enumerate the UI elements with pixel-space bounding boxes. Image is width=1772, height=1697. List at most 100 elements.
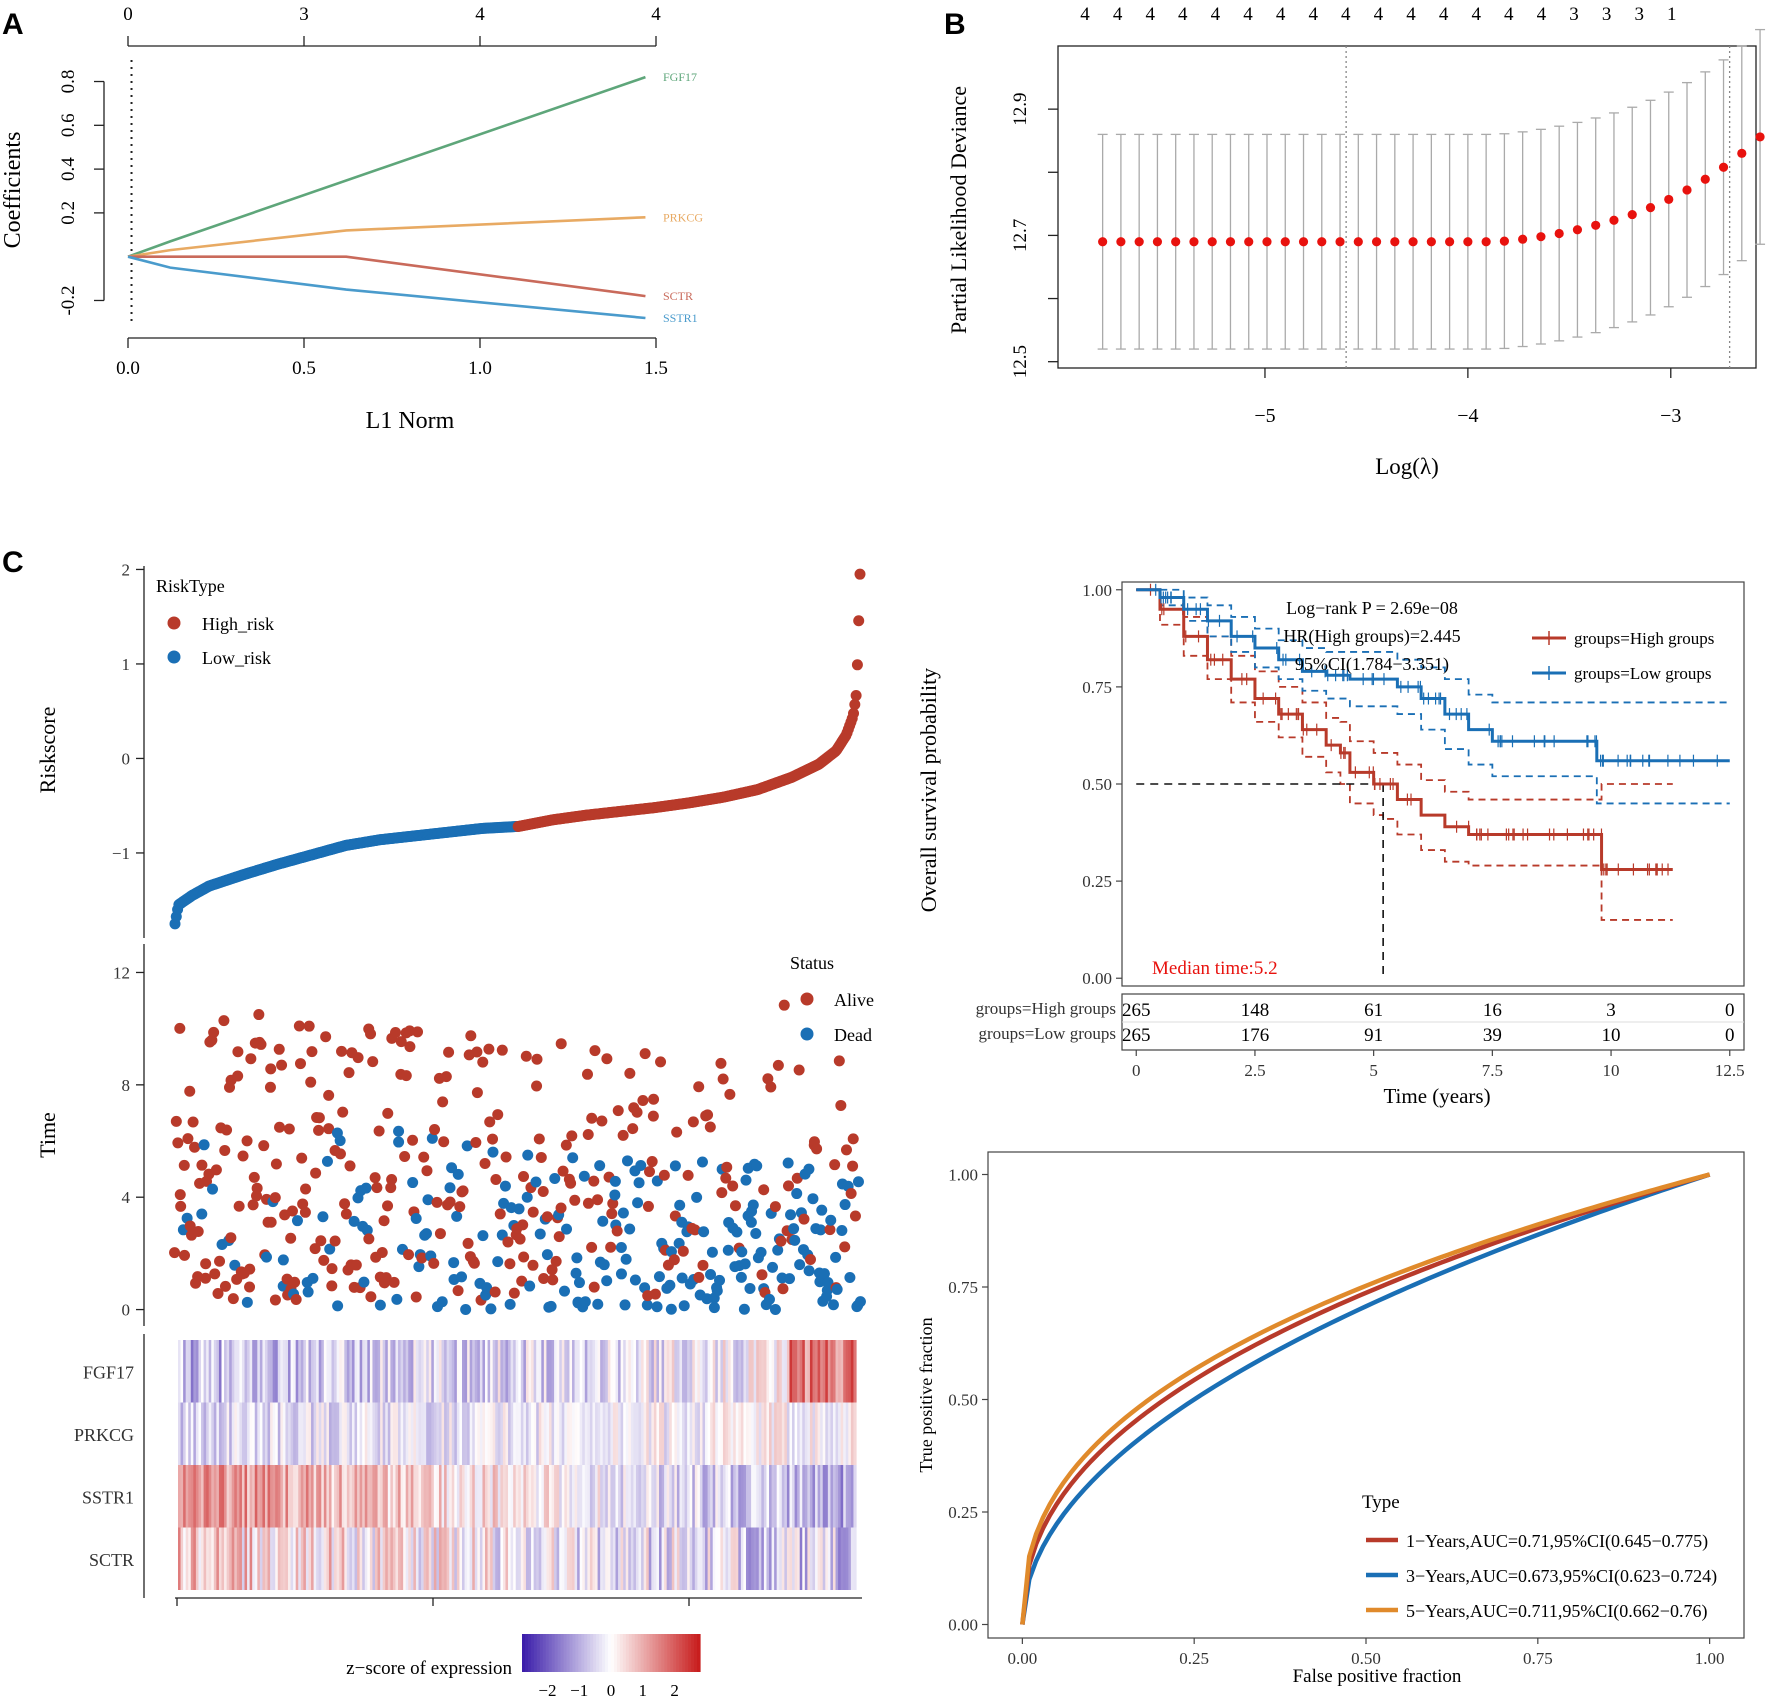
time-point-alive xyxy=(270,1158,282,1170)
heatmap-cell xyxy=(385,1402,389,1465)
heatmap-cell xyxy=(408,1340,412,1403)
heatmap-cell xyxy=(351,1402,356,1465)
heatmap-cell xyxy=(272,1402,276,1465)
heatmap-cell xyxy=(838,1340,842,1403)
heatmap-cell xyxy=(610,1402,614,1465)
time-point-alive xyxy=(471,1046,483,1058)
time-point-dead xyxy=(772,1244,784,1256)
heatmap-cell xyxy=(799,1340,803,1403)
heatmap-cell xyxy=(221,1465,225,1528)
y-tick-label: 0.6 xyxy=(58,113,79,137)
heatmap-cell xyxy=(623,1465,627,1528)
time-point-dead xyxy=(407,1177,419,1189)
time-point-alive xyxy=(606,1208,618,1220)
heatmap-cell xyxy=(592,1340,596,1403)
x-tick-label: 0.75 xyxy=(1523,1649,1553,1668)
heatmap-cell xyxy=(630,1402,635,1465)
heatmap-cell xyxy=(843,1402,847,1465)
time-point-alive xyxy=(847,1133,859,1145)
heatmap-cell xyxy=(362,1465,366,1528)
heatmap-cell xyxy=(331,1465,335,1528)
legend-label-dead: Dead xyxy=(834,1025,872,1045)
time-point-alive xyxy=(283,1123,295,1135)
heatmap-cell xyxy=(738,1465,742,1528)
time-point-dead xyxy=(317,1211,329,1223)
time-point-dead xyxy=(814,1276,826,1288)
time-point-alive xyxy=(285,1232,297,1244)
colorbar-tick-label: 1 xyxy=(639,1681,648,1697)
panel-label-b: B xyxy=(944,8,966,41)
heatmap-cell xyxy=(282,1340,287,1403)
heatmap-cell xyxy=(786,1465,791,1528)
heatmap-cell xyxy=(543,1340,548,1403)
heatmap-cell xyxy=(525,1402,530,1465)
heatmap-cell xyxy=(579,1340,583,1403)
heatmap-cell xyxy=(479,1402,484,1465)
heatmap-cell xyxy=(436,1340,440,1403)
time-point-alive xyxy=(778,999,790,1011)
heatmap-cell xyxy=(533,1527,537,1590)
heatmap-cell xyxy=(328,1465,333,1528)
time-point-alive xyxy=(581,1068,593,1080)
time-point-alive xyxy=(586,1112,598,1124)
time-point-alive xyxy=(326,1280,338,1292)
heatmap-cell xyxy=(247,1527,251,1590)
heatmap-cell xyxy=(595,1402,599,1465)
time-point-alive xyxy=(500,1151,512,1163)
heatmap-cell xyxy=(561,1527,565,1590)
heatmap-cell xyxy=(618,1465,622,1528)
heatmap-cell xyxy=(733,1465,737,1528)
y-tick-label: 1.00 xyxy=(948,1166,978,1185)
heatmap-cell xyxy=(500,1340,504,1403)
deviance-point xyxy=(1463,237,1473,247)
heatmap-cell xyxy=(364,1402,368,1465)
heatmap-cell xyxy=(377,1465,381,1528)
time-point-dead xyxy=(827,1299,839,1311)
time-point-alive xyxy=(253,1009,265,1021)
heatmap-cell xyxy=(725,1465,729,1528)
heatmap-cell xyxy=(715,1527,719,1590)
colorbar-cell xyxy=(578,1634,582,1672)
heatmap-cell xyxy=(236,1340,241,1403)
heatmap-cell xyxy=(710,1402,714,1465)
heatmap-cell xyxy=(797,1402,801,1465)
heatmap-cell xyxy=(300,1402,304,1465)
heatmap-cell xyxy=(671,1527,675,1590)
heatmap-cell xyxy=(628,1340,632,1403)
top-count-label: 4 xyxy=(1471,4,1481,25)
risk-table-cell: 61 xyxy=(1364,1000,1383,1021)
heatmap-cell xyxy=(257,1465,261,1528)
heatmap-cell xyxy=(454,1527,458,1590)
heatmap-cell xyxy=(336,1340,340,1403)
heatmap-cell xyxy=(490,1527,494,1590)
heatmap-cell xyxy=(288,1527,292,1590)
heatmap-cell xyxy=(666,1402,670,1465)
top-count-label: 4 xyxy=(1113,4,1123,25)
heatmap-cell xyxy=(853,1402,857,1465)
time-point-alive xyxy=(444,1196,456,1208)
time-point-alive xyxy=(219,1144,231,1156)
y-tick-label: 0.2 xyxy=(58,201,79,225)
heatmap-cell xyxy=(538,1402,542,1465)
heatmap-cell xyxy=(316,1402,320,1465)
heatmap-cell xyxy=(638,1465,642,1528)
plot-frame xyxy=(1057,45,1757,369)
colorbar-cell xyxy=(599,1634,603,1672)
top-count-label: 4 xyxy=(1537,4,1547,25)
coef-label-prkcg: PRKCG xyxy=(663,210,703,224)
heatmap-cell xyxy=(495,1402,499,1465)
time-point-alive xyxy=(612,1105,624,1117)
heatmap-cell xyxy=(748,1527,752,1590)
heatmap-cell xyxy=(469,1402,473,1465)
heatmap-cell xyxy=(699,1465,704,1528)
colorbar-cell xyxy=(676,1634,680,1672)
heatmap-cell xyxy=(252,1465,256,1528)
heatmap-cell xyxy=(625,1402,629,1465)
time-point-dead xyxy=(534,1228,546,1240)
time-point-alive xyxy=(382,1107,394,1119)
heatmap-cell xyxy=(290,1402,294,1465)
time-point-alive xyxy=(775,1235,787,1247)
heatmap-cell xyxy=(513,1465,517,1528)
heatmap-cell xyxy=(467,1465,471,1528)
heatmap-cell xyxy=(556,1402,560,1465)
